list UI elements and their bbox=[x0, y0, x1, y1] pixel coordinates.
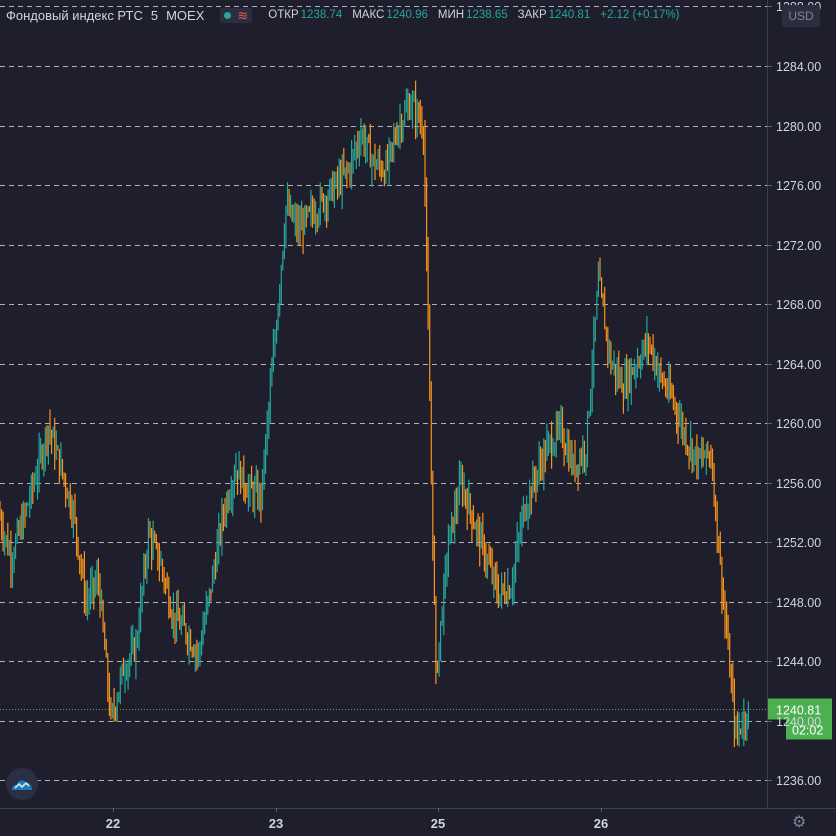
high-value: 1240.96 bbox=[386, 9, 428, 21]
y-tick-label: 1260.00 bbox=[776, 417, 821, 431]
x-tick-label: 23 bbox=[269, 816, 283, 831]
open-value: 1238.74 bbox=[300, 9, 343, 21]
close-label: ЗАКР bbox=[517, 9, 547, 21]
change-value: +2.12 (+0.17%) bbox=[600, 9, 680, 21]
bar-countdown: 02:02 bbox=[792, 724, 823, 738]
y-tick-label: 1244.00 bbox=[776, 655, 821, 669]
tradingview-logo[interactable] bbox=[6, 768, 38, 800]
y-tick-label: 1240.00 bbox=[776, 715, 821, 729]
delayed-data-icon: ≋ bbox=[237, 7, 249, 23]
x-tick-label: 22 bbox=[106, 816, 120, 831]
close-value: 1240.81 bbox=[548, 9, 591, 21]
tradingview-cloud-icon bbox=[12, 780, 32, 790]
interval-label[interactable]: 5 bbox=[150, 7, 159, 23]
open-label: ОТКР bbox=[268, 9, 299, 21]
high-label: МАКС bbox=[352, 9, 385, 21]
y-tick-label: 1264.00 bbox=[776, 358, 821, 372]
y-tick-label: 1252.00 bbox=[776, 536, 821, 550]
low-label: МИН bbox=[437, 9, 465, 21]
y-tick-label: 1232.00 bbox=[776, 834, 821, 836]
y-tick-label: 1272.00 bbox=[776, 239, 821, 253]
symbol-name[interactable]: Фондовый индекс РТС bbox=[6, 7, 143, 23]
last-price-line: 1240.81 02:02 bbox=[0, 698, 832, 740]
last-price-tag: 1240.81 02:02 bbox=[768, 698, 832, 740]
last-price-value: 1240.81 bbox=[776, 704, 821, 718]
settings-gear-icon[interactable]: ⚙ bbox=[792, 814, 807, 831]
price-series bbox=[0, 80, 750, 747]
x-tick-label: 26 bbox=[594, 816, 608, 831]
y-tick-label: 1284.00 bbox=[776, 60, 821, 74]
y-tick-label: 1276.00 bbox=[776, 179, 821, 193]
y-tick-label: 1256.00 bbox=[776, 477, 821, 491]
legend-header: Фондовый индекс РТС 5 MOEX ≋ ОТКР 1238.7… bbox=[0, 2, 770, 28]
y-tick-label: 1280.00 bbox=[776, 120, 821, 134]
y-tick-label: 1248.00 bbox=[776, 596, 821, 610]
low-value: 1238.65 bbox=[466, 9, 508, 21]
x-tick-label: 25 bbox=[431, 816, 445, 831]
y-tick-label: 1268.00 bbox=[776, 298, 821, 312]
status-badges[interactable]: ≋ bbox=[220, 7, 253, 23]
currency-button[interactable]: USD bbox=[782, 5, 820, 27]
exchange-label: MOEX bbox=[166, 7, 205, 23]
y-tick-label: 1236.00 bbox=[776, 774, 821, 788]
x-axis[interactable]: 22 23 25 26 bbox=[106, 808, 608, 831]
market-open-icon bbox=[224, 11, 232, 19]
